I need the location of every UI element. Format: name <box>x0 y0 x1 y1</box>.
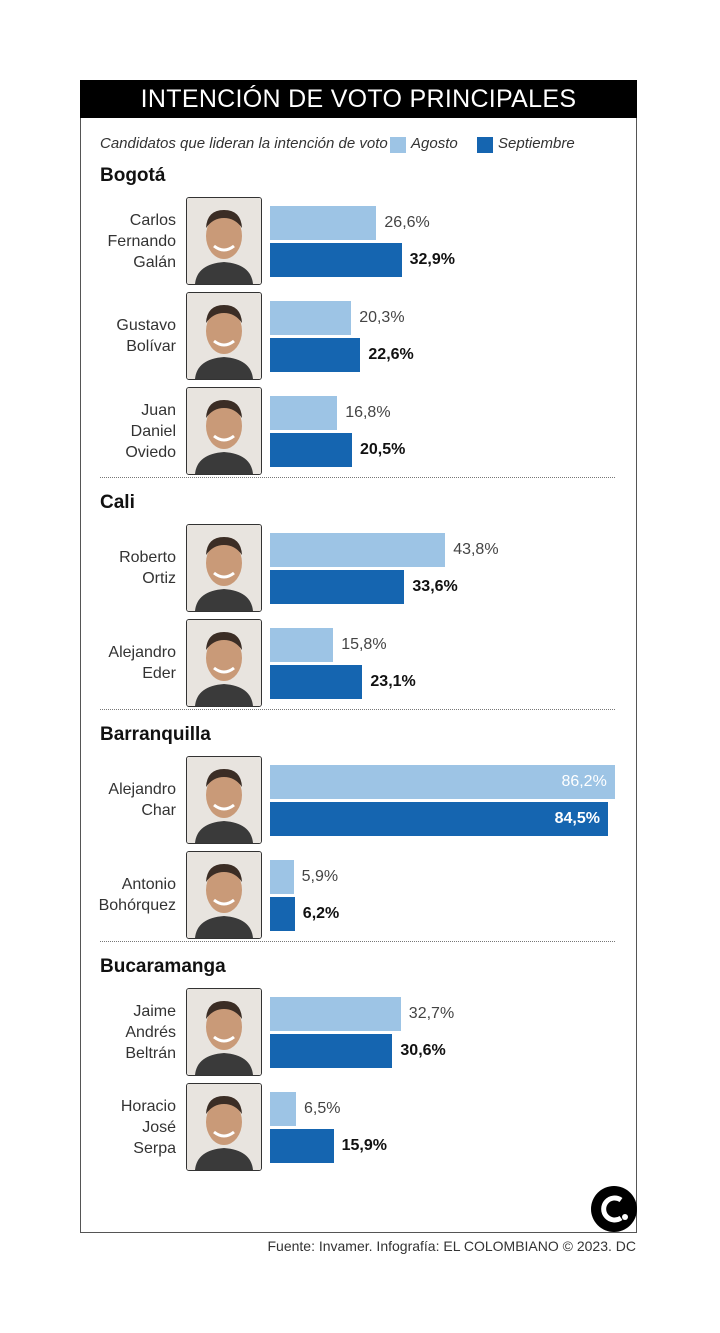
value-label: 84,5% <box>554 810 600 827</box>
subtitle: Candidatos que lideran la intención de v… <box>100 135 388 152</box>
value-label: 15,8% <box>341 636 387 653</box>
separator <box>100 709 615 710</box>
bar <box>270 243 402 277</box>
city-title: Barranquilla <box>100 724 211 745</box>
value-label: 43,8% <box>453 541 499 558</box>
bar <box>270 1092 296 1126</box>
legend-label: Agosto <box>411 135 458 152</box>
value-label: 20,5% <box>360 441 406 458</box>
value-label: 26,6% <box>384 214 430 231</box>
value-label: 30,6% <box>400 1042 446 1059</box>
value-label: 33,6% <box>412 578 458 595</box>
candidate-photo <box>186 292 262 380</box>
candidate-photo <box>186 387 262 475</box>
value-label: 32,9% <box>409 251 455 268</box>
logo <box>591 1186 637 1232</box>
separator <box>100 941 615 942</box>
value-label: 15,9% <box>341 1137 387 1154</box>
candidate-photo <box>186 851 262 939</box>
legend-swatch <box>390 137 406 153</box>
bar <box>270 802 608 836</box>
candidate-name: Antonio Bohórquez <box>98 876 176 914</box>
value-label: 6,5% <box>304 1100 341 1117</box>
candidate-name: Carlos Fernando Galán <box>107 211 177 271</box>
candidate-name: Juan Daniel Oviedo <box>125 401 177 461</box>
value-label: 16,8% <box>345 404 391 421</box>
bar <box>270 338 361 372</box>
candidate-photo <box>186 619 262 707</box>
city-title: Cali <box>100 492 135 513</box>
value-label: 22,6% <box>368 346 414 363</box>
legend-label: Septiembre <box>498 135 575 152</box>
bar <box>270 665 363 699</box>
city-title: Bogotá <box>100 165 166 186</box>
bar <box>270 1034 393 1068</box>
bar <box>270 860 294 894</box>
bar <box>270 1129 334 1163</box>
value-label: 5,9% <box>301 868 339 885</box>
candidate-photo <box>186 988 262 1076</box>
candidate-name: Roberto Ortiz <box>119 549 176 587</box>
bar <box>270 396 338 430</box>
source: Fuente: Invamer. Infografía: EL COLOMBIA… <box>267 1238 636 1254</box>
bar <box>270 570 405 604</box>
candidate-name: Horacio José Serpa <box>120 1097 176 1157</box>
value-label: 20,3% <box>359 309 405 326</box>
bar <box>270 301 352 335</box>
legend-swatch <box>477 137 493 153</box>
value-label: 23,1% <box>370 673 416 690</box>
candidate-name: Alejandro Eder <box>108 644 176 682</box>
city-title: Bucaramanga <box>100 956 226 977</box>
title: INTENCIÓN DE VOTO PRINCIPALES CIUDADES <box>80 80 637 151</box>
candidate-name: Gustavo Bolívar <box>116 317 176 355</box>
candidate-photo <box>186 1083 262 1171</box>
bar <box>270 997 401 1031</box>
candidate-name: Alejandro Char <box>108 781 176 819</box>
bar <box>270 897 295 931</box>
value-label: 32,7% <box>408 1005 455 1022</box>
bar <box>270 533 446 567</box>
separator <box>100 477 615 478</box>
candidate-photo <box>186 756 262 844</box>
bar <box>270 206 377 240</box>
candidate-name: Jaime Andrés Beltrán <box>125 1002 177 1062</box>
candidate-photo <box>186 524 262 612</box>
bar <box>270 765 615 799</box>
value-label: 86,2% <box>561 773 607 790</box>
value-label: 6,2% <box>302 905 340 922</box>
candidate-photo <box>186 197 262 285</box>
bar <box>270 628 334 662</box>
bar <box>270 433 352 467</box>
